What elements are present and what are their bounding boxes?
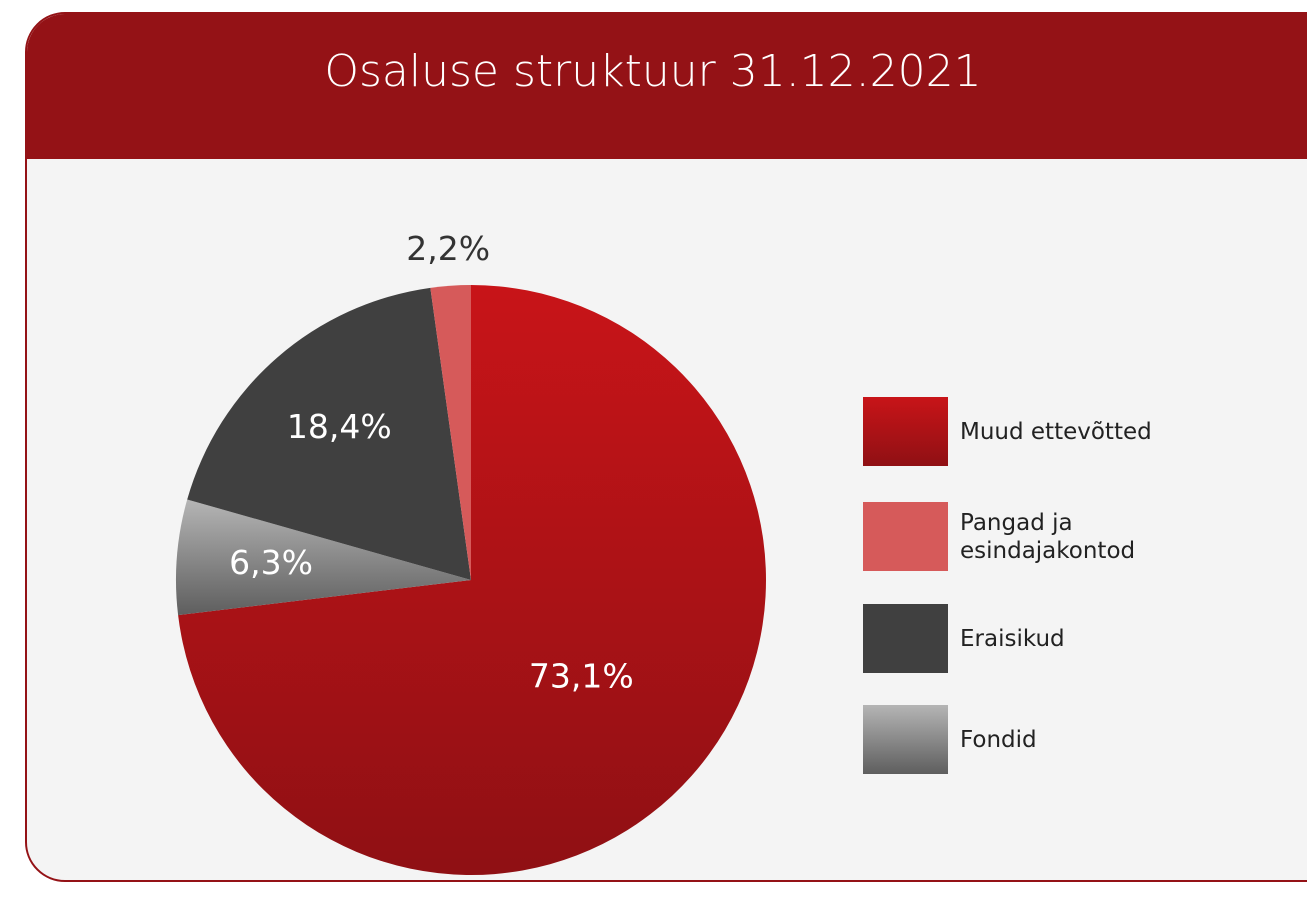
legend-swatch	[863, 502, 948, 571]
legend-swatch	[863, 397, 948, 466]
legend-item: Pangad ja esindajakontod	[863, 502, 1175, 571]
legend-label: Muud ettevõtted	[960, 418, 1152, 445]
pie-slice	[430, 285, 471, 580]
data-label: 2,2%	[406, 229, 490, 268]
pie-slice	[175, 499, 471, 616]
data-label: 18,4%	[287, 407, 392, 446]
legend-label: Eraisikud	[960, 625, 1065, 652]
data-label: 6,3%	[229, 543, 313, 582]
pie-slice	[178, 285, 767, 875]
legend-label: Pangad ja esindajakontod	[960, 509, 1136, 564]
data-label: 73,1%	[529, 656, 634, 695]
legend-swatch	[863, 705, 948, 774]
pie-slice	[187, 287, 471, 580]
legend-swatch	[863, 604, 948, 673]
legend-item: Muud ettevõtted	[863, 397, 1175, 466]
legend-item: Eraisikud	[863, 604, 1175, 673]
chart-title: Osaluse struktuur 31.12.2021	[324, 46, 982, 97]
header	[27, 14, 1307, 159]
legend-item: Fondid	[863, 705, 1175, 774]
legend-label: Fondid	[960, 726, 1037, 753]
